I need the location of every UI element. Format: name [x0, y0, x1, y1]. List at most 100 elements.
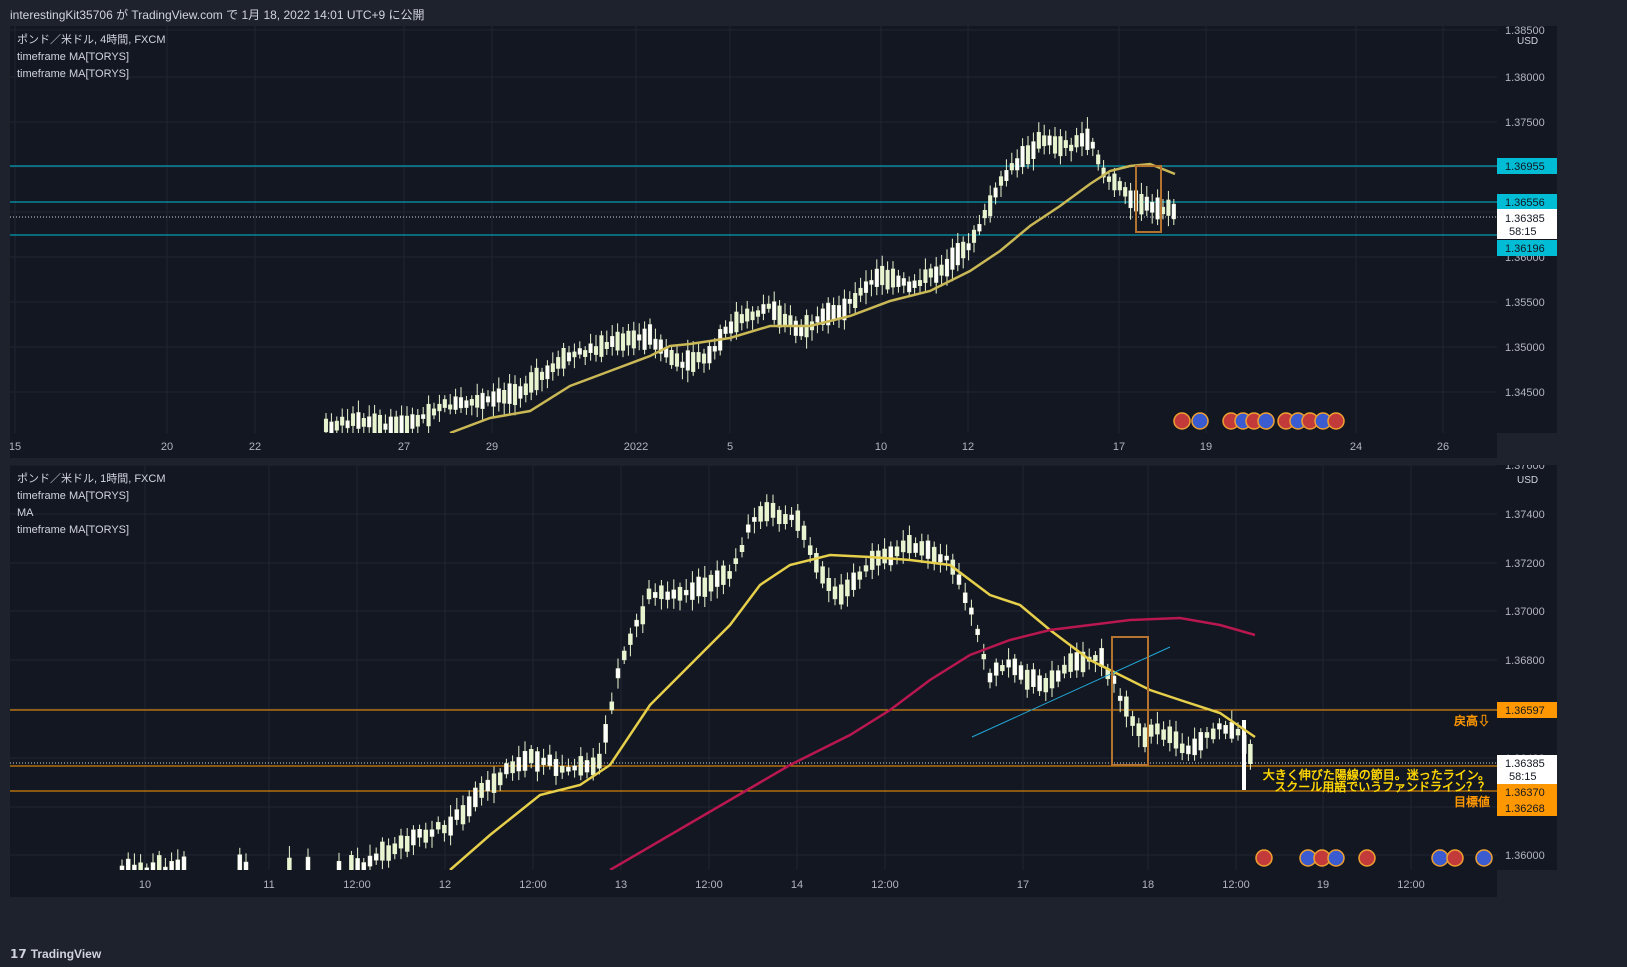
price-axis-4h[interactable]: 1.385001.380001.375001.370001.365001.360… [1497, 25, 1557, 433]
candle-body [789, 514, 794, 521]
candle-body [826, 302, 831, 326]
legend-indicator-3[interactable]: timeframe MA[TORYS] [17, 524, 130, 536]
candle-body [1020, 145, 1025, 168]
candle-body [1204, 732, 1210, 738]
candle-body [1052, 136, 1058, 154]
candle-body [534, 367, 539, 391]
legend-indicator-2[interactable]: MA [17, 507, 34, 519]
price-label-level3: 1.36196 [1505, 243, 1545, 255]
candle-body [460, 805, 466, 825]
legend-indicator-1[interactable]: timeframe MA[TORYS] [17, 51, 130, 63]
candle-body [714, 570, 720, 587]
candle-body [820, 566, 825, 584]
legend-indicator-2[interactable]: timeframe MA[TORYS] [17, 68, 130, 80]
legend-indicator-1[interactable]: timeframe MA[TORYS] [17, 490, 130, 502]
candle-body [658, 339, 663, 354]
time-tick: 11 [263, 879, 274, 891]
price-axis-1h[interactable]: 1.374001.372001.370001.368001.366001.364… [1497, 460, 1557, 870]
price-label-level1: 1.36955 [1505, 161, 1545, 173]
candle-body [1117, 181, 1122, 191]
legend-symbol[interactable]: ポンド／米ドル, 4時間, FXCM [17, 34, 166, 46]
candle-body [814, 553, 819, 573]
price-label-level1-bg [1497, 702, 1557, 718]
candle-body [377, 414, 383, 433]
candle-body [383, 423, 388, 430]
candle-body [237, 854, 243, 870]
candle-body [988, 195, 993, 217]
candle-body [475, 394, 480, 408]
candle-body [1167, 726, 1173, 744]
candle-body [372, 413, 377, 433]
time-tick: 24 [1350, 441, 1362, 453]
candle-body [969, 607, 974, 615]
chart-1h-canvas[interactable]: 戻高⇩ 大きく伸びた陽線の節目。迷ったライン。スクール用語でいうファンドライン？？… [10, 465, 1497, 870]
candle-body [727, 571, 732, 579]
candle-body [966, 243, 971, 251]
chart-4h-canvas[interactable] [10, 26, 1497, 433]
candle-body [755, 310, 761, 317]
candle-body [1179, 743, 1185, 754]
candle-body [691, 352, 696, 372]
candle-body [733, 558, 739, 564]
time-tick: 26 [1437, 441, 1449, 453]
candle-body [512, 384, 518, 406]
candle-body [1085, 128, 1090, 150]
candle-body [708, 574, 714, 592]
candle-body [491, 773, 497, 793]
candle-body [1106, 176, 1112, 182]
candle-body [752, 517, 757, 522]
candle-body [466, 796, 472, 817]
candle-body [550, 363, 555, 373]
candle-body [522, 750, 528, 771]
candle-body [907, 281, 912, 293]
candle-body [971, 229, 977, 243]
time-tick: 12:00 [695, 879, 723, 891]
chart-pane-4h[interactable]: ポンド／米ドル, 4時間, FXCM timeframe MA[TORYS] t… [10, 26, 1497, 433]
price-tick: 1.36800 [1505, 655, 1545, 667]
time-axis-4h[interactable]: 15 20 22 27 29 2022 5 10 12 17 19 24 26 [9, 433, 1497, 458]
price-tick: 1.37600 [1505, 465, 1545, 472]
candle-body [1136, 723, 1142, 736]
candle-body [1142, 727, 1148, 748]
candle-body [448, 816, 453, 836]
price-tick: 1.37500 [1505, 117, 1545, 129]
candle-body [458, 397, 464, 409]
candle-body [454, 809, 460, 820]
candle-body [1166, 199, 1171, 216]
candle-body [435, 822, 441, 830]
time-axis-1h[interactable]: 10 11 12:00 12 12:00 13 12:00 14 12:00 17 18 12:00 1… [10, 870, 1497, 897]
currency-label: USD [1517, 36, 1538, 47]
legend-4h: ポンド／米ドル, 4時間, FXCM timeframe MA[TORYS] t… [17, 32, 166, 83]
candle-body [323, 418, 329, 433]
candle-body [955, 243, 960, 266]
candle-body [634, 619, 639, 627]
chart-pane-1h[interactable]: 戻高⇩ 大きく伸びた陽線の節目。迷ったライン。 スクール用語でいうファンドライン？？… [10, 465, 1497, 870]
candle-body [469, 399, 474, 406]
legend-symbol[interactable]: ポンド／米ドル, 1時間, FXCM [17, 473, 166, 485]
time-tick: 27 [398, 441, 410, 453]
candle-body [516, 757, 522, 772]
candle-body [956, 574, 962, 585]
candle-body [734, 311, 739, 333]
price-label-level2-bg [1497, 784, 1557, 800]
candle-body [1080, 651, 1086, 673]
candle-body [349, 855, 354, 870]
candle-body [934, 266, 939, 283]
candle-body [1186, 745, 1191, 755]
candle-body [642, 328, 647, 350]
candle-body [604, 342, 609, 349]
tradingview-logo[interactable]: 𝟭𝟳 TradingView [10, 947, 101, 961]
candle-body [566, 352, 572, 362]
tradingview-logo-icon: 𝟭𝟳 [10, 947, 27, 961]
candle-body [1139, 193, 1144, 215]
price-tick: 1.38500 [1505, 26, 1545, 37]
candle-body [1198, 732, 1204, 751]
candle-body [851, 572, 856, 590]
candle-body [539, 371, 545, 380]
candle-body [1128, 190, 1133, 209]
time-tick: 13 [615, 879, 627, 891]
candle-body [869, 280, 874, 285]
candle-body [442, 824, 447, 834]
price-tick: 1.35000 [1505, 342, 1545, 354]
candle-body [1096, 154, 1101, 165]
